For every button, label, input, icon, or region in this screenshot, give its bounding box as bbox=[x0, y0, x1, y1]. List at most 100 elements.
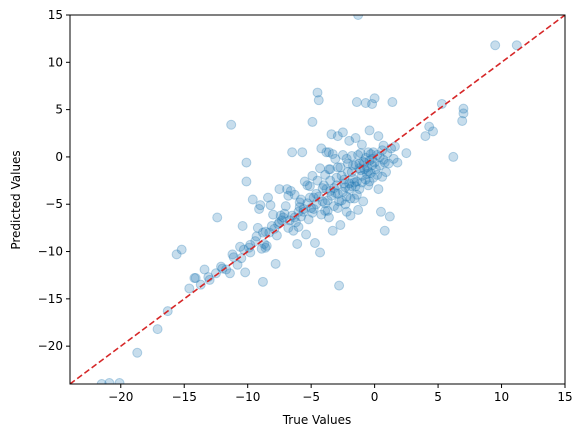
data-point bbox=[360, 97, 371, 108]
data-point bbox=[375, 206, 386, 217]
data-point bbox=[369, 157, 380, 168]
data-point bbox=[274, 217, 285, 228]
data-point bbox=[317, 196, 328, 207]
data-point bbox=[254, 203, 265, 214]
data-point bbox=[351, 97, 362, 108]
data-point bbox=[265, 200, 276, 211]
y-tick-label: 0 bbox=[55, 150, 63, 164]
data-point bbox=[348, 173, 359, 184]
data-point bbox=[311, 188, 322, 199]
x-axis-label: True Values bbox=[282, 413, 352, 427]
data-point bbox=[299, 176, 310, 187]
data-point bbox=[387, 97, 398, 108]
x-tick-label: 10 bbox=[494, 390, 509, 404]
data-point bbox=[285, 185, 296, 196]
data-point bbox=[321, 147, 332, 158]
data-point bbox=[363, 147, 374, 158]
data-point bbox=[326, 190, 337, 201]
data-point bbox=[356, 139, 367, 150]
data-point bbox=[241, 176, 252, 187]
data-point bbox=[337, 127, 348, 138]
data-point bbox=[304, 192, 315, 203]
data-point bbox=[221, 264, 232, 275]
data-point bbox=[322, 195, 333, 206]
data-point bbox=[337, 150, 348, 161]
x-tick-label: −10 bbox=[235, 390, 260, 404]
data-point bbox=[331, 172, 342, 183]
data-point bbox=[312, 175, 323, 186]
data-point bbox=[323, 212, 334, 223]
data-point bbox=[392, 157, 403, 168]
data-point bbox=[350, 181, 361, 192]
y-tick-label: −15 bbox=[38, 292, 63, 306]
data-point bbox=[365, 149, 376, 160]
data-point bbox=[309, 238, 320, 249]
data-point bbox=[368, 172, 379, 183]
data-point bbox=[252, 222, 263, 233]
data-point bbox=[336, 170, 347, 181]
data-point bbox=[290, 217, 301, 228]
data-point bbox=[377, 171, 388, 182]
y-tick-label: 15 bbox=[48, 8, 63, 22]
data-point bbox=[268, 209, 279, 220]
data-point bbox=[336, 195, 347, 206]
data-point bbox=[293, 221, 304, 232]
y-axis-ticks: −20 −15 −10 −5 0 5 10 15 bbox=[38, 8, 70, 353]
data-point bbox=[355, 148, 366, 159]
data-point bbox=[257, 227, 268, 238]
data-point bbox=[349, 193, 360, 204]
data-point bbox=[367, 98, 378, 109]
data-point bbox=[315, 247, 326, 258]
data-point bbox=[195, 279, 206, 290]
data-point bbox=[379, 157, 390, 168]
data-point bbox=[354, 184, 365, 195]
data-point bbox=[322, 205, 333, 216]
x-axis-ticks: −20 −15 −10 −5 0 5 10 15 bbox=[108, 384, 573, 404]
data-point bbox=[303, 214, 314, 225]
data-point bbox=[313, 191, 324, 202]
reference-line-layer bbox=[70, 15, 565, 384]
data-point bbox=[282, 184, 293, 195]
data-point bbox=[329, 201, 339, 212]
data-point bbox=[353, 150, 364, 161]
data-point bbox=[367, 160, 378, 171]
data-point bbox=[323, 164, 334, 175]
data-point bbox=[312, 87, 323, 98]
data-point bbox=[330, 153, 341, 164]
y-axis-label: Predicted Values bbox=[9, 150, 23, 249]
plot-frame bbox=[69, 14, 566, 385]
y-tick-label: 10 bbox=[48, 55, 63, 69]
data-point bbox=[350, 159, 361, 170]
data-point bbox=[334, 196, 345, 207]
data-point bbox=[379, 225, 390, 236]
data-point bbox=[355, 165, 366, 176]
data-point bbox=[247, 194, 258, 205]
data-point bbox=[363, 166, 374, 177]
data-point bbox=[261, 240, 272, 251]
data-point bbox=[171, 249, 182, 260]
data-point bbox=[340, 199, 351, 210]
data-point bbox=[362, 168, 372, 179]
data-point bbox=[337, 186, 348, 197]
data-point bbox=[332, 131, 343, 142]
data-point bbox=[279, 208, 290, 219]
data-point bbox=[348, 160, 359, 171]
data-point bbox=[318, 180, 329, 191]
data-point bbox=[288, 225, 299, 236]
y-tick-label: −5 bbox=[45, 197, 63, 211]
data-point bbox=[358, 196, 369, 207]
data-point bbox=[260, 242, 271, 253]
data-point bbox=[266, 220, 277, 231]
data-point bbox=[297, 147, 308, 158]
data-point bbox=[241, 157, 252, 168]
data-point bbox=[334, 280, 345, 291]
data-point bbox=[189, 273, 200, 284]
data-point bbox=[372, 169, 383, 180]
data-point bbox=[255, 200, 266, 211]
data-point bbox=[217, 263, 228, 274]
data-point bbox=[458, 108, 469, 119]
data-point bbox=[332, 188, 343, 199]
data-point bbox=[269, 223, 280, 234]
data-point bbox=[420, 131, 431, 142]
